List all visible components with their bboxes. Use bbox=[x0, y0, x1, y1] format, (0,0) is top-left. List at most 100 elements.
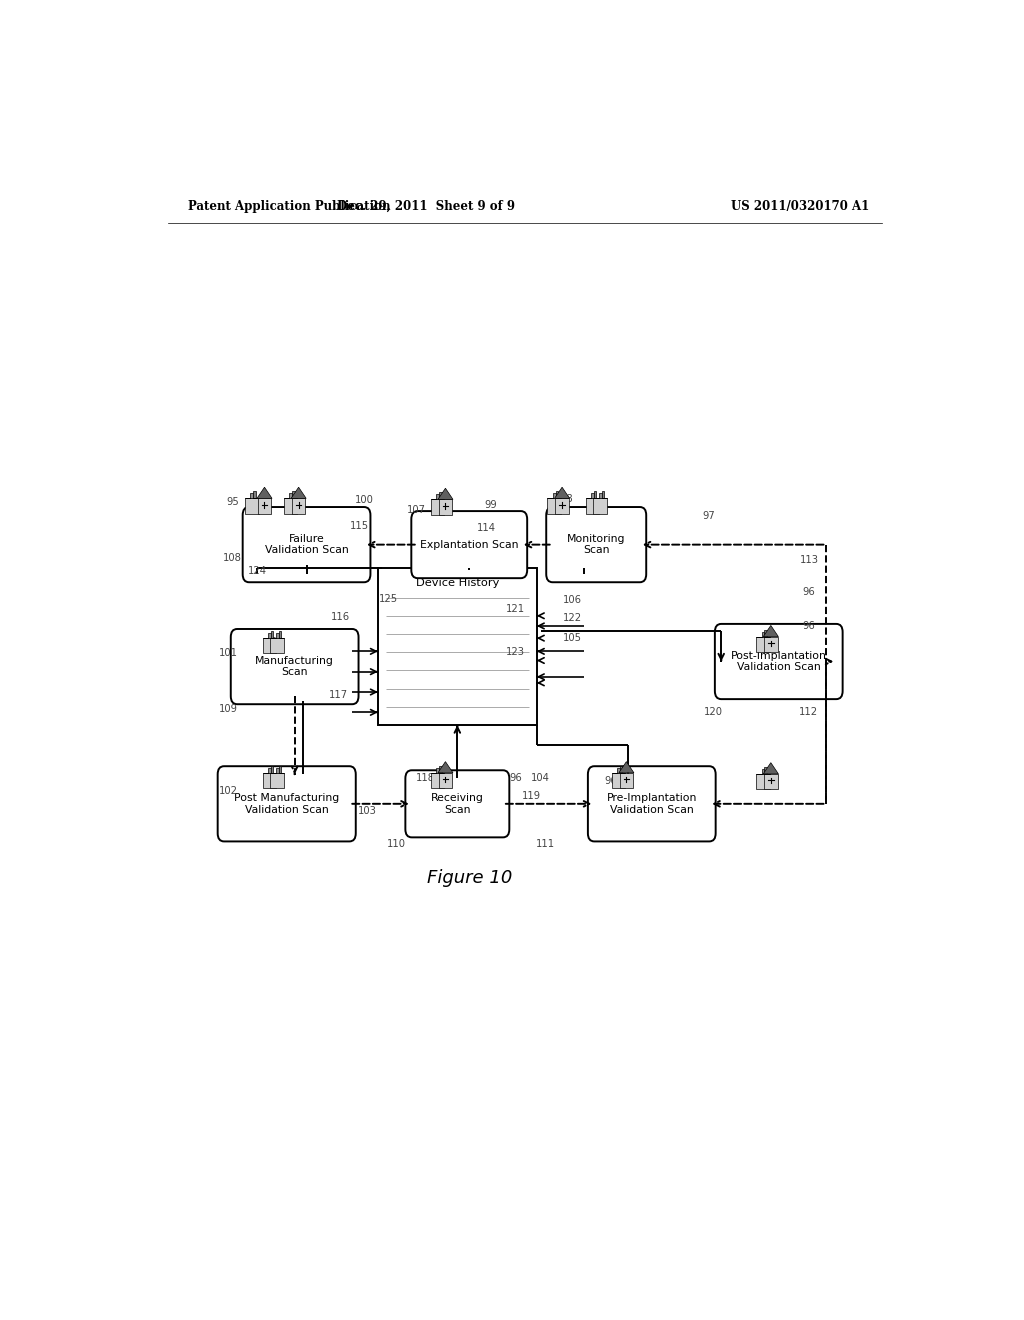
Text: 95: 95 bbox=[267, 774, 280, 783]
Text: 98: 98 bbox=[560, 494, 573, 504]
Bar bbox=[253, 491, 256, 499]
Text: 109: 109 bbox=[218, 705, 238, 714]
Text: 96: 96 bbox=[803, 587, 815, 598]
Text: Post-Implantation
Validation Scan: Post-Implantation Validation Scan bbox=[731, 651, 826, 672]
Text: Receiving
Scan: Receiving Scan bbox=[431, 793, 483, 814]
Text: 118: 118 bbox=[416, 774, 435, 783]
Text: Dec. 29, 2011  Sheet 9 of 9: Dec. 29, 2011 Sheet 9 of 9 bbox=[337, 199, 515, 213]
Bar bbox=[270, 772, 284, 788]
FancyBboxPatch shape bbox=[243, 507, 371, 582]
Bar bbox=[586, 499, 599, 513]
Text: 114: 114 bbox=[476, 523, 496, 533]
Text: 96: 96 bbox=[604, 776, 616, 787]
Text: 121: 121 bbox=[506, 603, 525, 614]
Text: Patent Application Publication: Patent Application Publication bbox=[187, 199, 390, 213]
Text: 111: 111 bbox=[536, 840, 555, 850]
Bar bbox=[594, 499, 607, 513]
Bar bbox=[258, 499, 271, 513]
Bar bbox=[292, 491, 295, 499]
Text: 99: 99 bbox=[484, 500, 497, 510]
Bar bbox=[438, 772, 453, 788]
Polygon shape bbox=[438, 762, 453, 772]
Polygon shape bbox=[548, 494, 561, 499]
Polygon shape bbox=[438, 488, 453, 499]
Text: 97: 97 bbox=[702, 511, 716, 521]
Text: Manufacturing
Scan: Manufacturing Scan bbox=[255, 656, 334, 677]
Bar bbox=[262, 772, 276, 788]
Polygon shape bbox=[291, 487, 306, 499]
Text: 115: 115 bbox=[350, 521, 370, 532]
Bar bbox=[279, 766, 282, 772]
Text: 102: 102 bbox=[218, 785, 238, 796]
Text: 122: 122 bbox=[563, 612, 582, 623]
Text: Device History: Device History bbox=[416, 578, 499, 587]
Text: 96: 96 bbox=[509, 774, 521, 783]
Text: 104: 104 bbox=[531, 774, 550, 783]
Polygon shape bbox=[763, 763, 778, 774]
Text: 101: 101 bbox=[218, 648, 238, 659]
Text: 95: 95 bbox=[226, 496, 240, 507]
Bar bbox=[756, 774, 770, 789]
Text: 110: 110 bbox=[387, 840, 406, 850]
Bar bbox=[439, 492, 441, 499]
Text: 120: 120 bbox=[705, 708, 723, 717]
Bar bbox=[262, 638, 276, 653]
Polygon shape bbox=[763, 626, 778, 636]
Bar bbox=[620, 772, 633, 788]
FancyBboxPatch shape bbox=[406, 771, 509, 837]
Polygon shape bbox=[270, 768, 284, 772]
Bar bbox=[438, 499, 453, 515]
Bar bbox=[764, 636, 777, 652]
Text: 96: 96 bbox=[803, 620, 815, 631]
Text: Figure 10: Figure 10 bbox=[427, 869, 512, 887]
Polygon shape bbox=[431, 494, 444, 499]
Bar bbox=[620, 766, 623, 772]
FancyBboxPatch shape bbox=[588, 766, 716, 841]
Bar bbox=[270, 766, 273, 772]
Polygon shape bbox=[618, 762, 634, 772]
Text: 113: 113 bbox=[800, 554, 818, 565]
Bar bbox=[764, 767, 767, 774]
Bar bbox=[594, 491, 596, 499]
Text: 107: 107 bbox=[407, 506, 426, 515]
Bar bbox=[292, 499, 305, 513]
Bar bbox=[601, 491, 604, 499]
Text: 112: 112 bbox=[800, 708, 818, 717]
Text: Pre-Implantation
Validation Scan: Pre-Implantation Validation Scan bbox=[606, 793, 697, 814]
Bar bbox=[764, 774, 777, 789]
Text: 103: 103 bbox=[358, 807, 377, 816]
Polygon shape bbox=[431, 768, 444, 772]
Bar bbox=[555, 499, 569, 513]
Bar bbox=[611, 772, 626, 788]
Bar bbox=[548, 499, 561, 513]
Text: US 2011/0320170 A1: US 2011/0320170 A1 bbox=[731, 199, 869, 213]
Polygon shape bbox=[257, 487, 272, 499]
Bar bbox=[270, 631, 273, 638]
Polygon shape bbox=[262, 768, 276, 772]
Bar bbox=[431, 772, 444, 788]
Text: 95: 95 bbox=[270, 638, 284, 647]
FancyBboxPatch shape bbox=[230, 630, 358, 704]
Text: 124: 124 bbox=[248, 566, 267, 576]
Polygon shape bbox=[270, 632, 284, 638]
Text: 116: 116 bbox=[331, 611, 350, 622]
Bar bbox=[431, 499, 444, 515]
Bar bbox=[439, 766, 441, 772]
Text: 125: 125 bbox=[379, 594, 398, 603]
Text: Post Manufacturing
Validation Scan: Post Manufacturing Validation Scan bbox=[234, 793, 339, 814]
Polygon shape bbox=[555, 487, 569, 499]
Bar bbox=[279, 631, 282, 638]
Text: Explantation Scan: Explantation Scan bbox=[420, 540, 518, 549]
Text: 108: 108 bbox=[223, 553, 243, 562]
FancyBboxPatch shape bbox=[218, 766, 355, 841]
Polygon shape bbox=[245, 494, 258, 499]
Text: 105: 105 bbox=[563, 634, 582, 643]
Bar bbox=[378, 568, 537, 725]
FancyBboxPatch shape bbox=[546, 507, 646, 582]
Bar bbox=[270, 638, 284, 653]
Text: Failure
Validation Scan: Failure Validation Scan bbox=[264, 533, 348, 556]
Bar bbox=[764, 630, 767, 636]
Polygon shape bbox=[586, 494, 599, 499]
Bar bbox=[245, 499, 258, 513]
Polygon shape bbox=[756, 631, 770, 636]
